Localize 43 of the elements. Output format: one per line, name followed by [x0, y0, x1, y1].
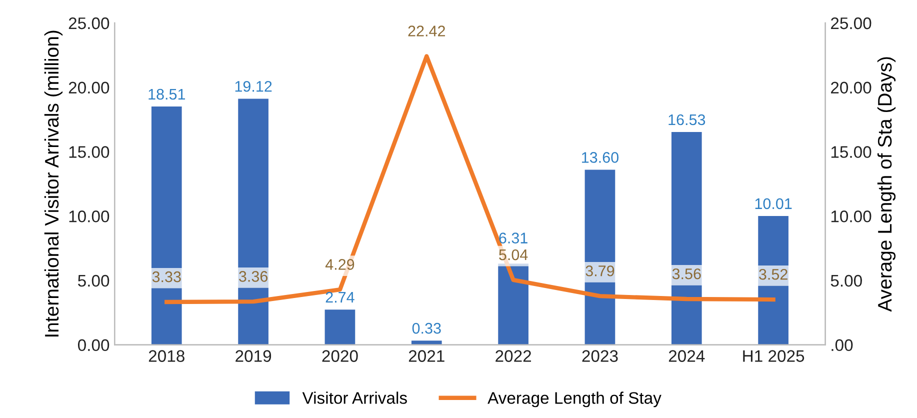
x-tick-label: 2024 — [668, 350, 705, 362]
y2-axis-title: Average Length of Sta (Days) — [877, 57, 896, 312]
x-tick-label: 2018 — [148, 350, 184, 362]
data-label: 16.53 — [668, 114, 706, 126]
data-label: 10.01 — [755, 198, 792, 210]
data-label: 4.29 — [325, 259, 354, 270]
bar — [411, 340, 442, 345]
y2-tick-label: 10.00 — [831, 210, 872, 222]
legend-label: Average Length of Stay — [488, 392, 662, 408]
x-tick-label: 2023 — [582, 350, 618, 362]
y2-tick-label: 5.00 — [830, 274, 862, 287]
data-label: 2.74 — [326, 292, 354, 303]
x-tick-label: 2022 — [496, 350, 531, 362]
x-tick-label: 2019 — [236, 350, 272, 362]
data-label: 3.36 — [239, 271, 268, 282]
data-label: 13.60 — [582, 152, 618, 163]
x-tick-label: 2021 — [408, 350, 444, 362]
y-axis-title: International Visitor Arrivals (million) — [44, 30, 62, 336]
y-tick-label: 15.00 — [69, 146, 110, 158]
y2-tick-label: 15.00 — [831, 146, 872, 158]
y2-tick-label: 25.00 — [831, 17, 872, 30]
y-tick-label: 20.00 — [68, 82, 110, 94]
y2-tick-label: 20.00 — [831, 82, 872, 94]
y-tick-label: 10.00 — [69, 210, 110, 222]
data-label: 3.33 — [152, 271, 181, 282]
bar — [238, 98, 268, 345]
data-label: 3.52 — [759, 268, 788, 280]
bar — [324, 310, 356, 345]
x-tick-label: H1 2025 — [743, 350, 804, 362]
data-label: 5.04 — [499, 249, 528, 260]
data-label: 19.12 — [235, 80, 272, 92]
y-tick-label: 0.00 — [78, 339, 110, 352]
data-label: 3.56 — [672, 268, 701, 280]
legend-label: Visitor Arrivals — [302, 392, 407, 404]
data-label: 6.31 — [499, 232, 528, 244]
y-tick-label: 25.00 — [68, 17, 110, 30]
data-label: 3.79 — [586, 265, 614, 276]
y-tick-label: 5.00 — [78, 274, 110, 287]
y2-tick-label: .00 — [832, 339, 853, 352]
data-label: 0.33 — [412, 322, 441, 334]
x-tick-label: 2020 — [322, 350, 358, 362]
data-label: 22.42 — [408, 26, 445, 36]
data-label: 18.51 — [148, 88, 185, 100]
